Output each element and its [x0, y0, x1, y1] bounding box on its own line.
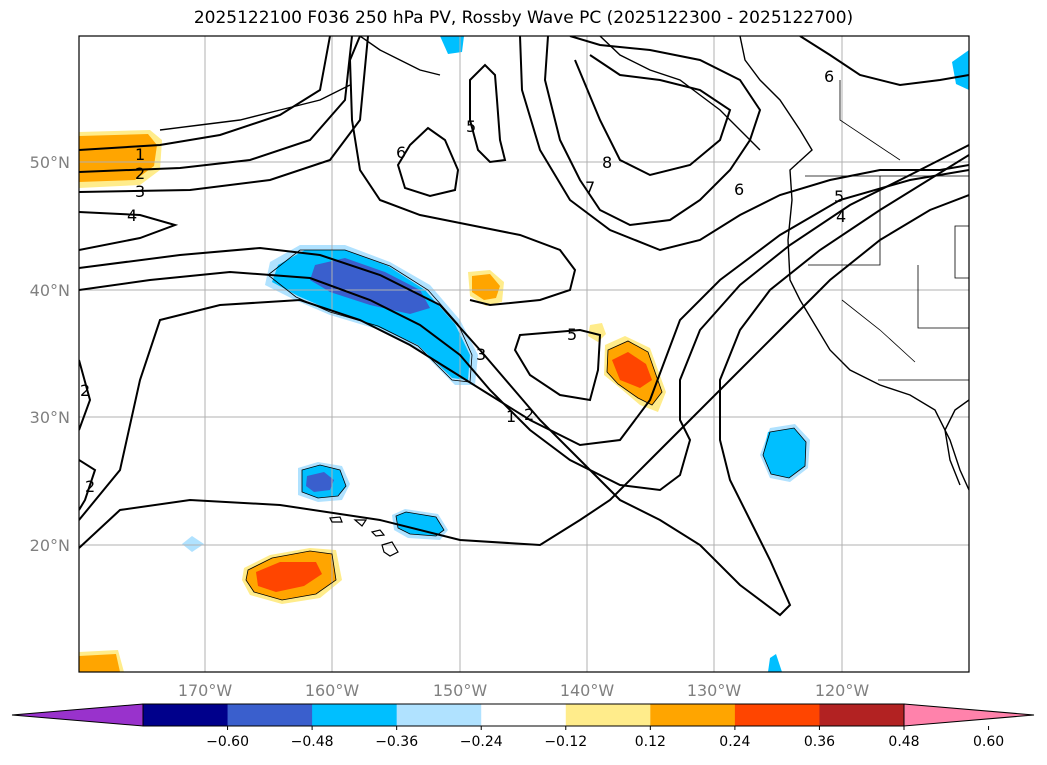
- contour-label-6c: 6: [734, 180, 744, 199]
- coastlines: [159, 36, 969, 491]
- colorbar-segment: [312, 704, 398, 726]
- colorbar-segment: [396, 704, 482, 726]
- hawaiian-islands: [329, 516, 399, 557]
- colorbar-segment: [481, 704, 567, 726]
- colorbar-tick-label: −0.48: [291, 734, 334, 750]
- contour-label-7: 7: [585, 178, 595, 197]
- colorbar-tick-label: 0.24: [719, 734, 750, 750]
- colorbar-segment: [819, 704, 905, 726]
- lat-label-20n: 20°N: [30, 536, 70, 555]
- pv-contours: [79, 36, 969, 617]
- colorbar-tick-label: 0.12: [635, 734, 666, 750]
- lat-label-50n: 50°N: [30, 153, 70, 172]
- longitude-labels: 170°W 160°W 150°W 140°W 130°W 120°W: [178, 681, 870, 700]
- contour-label-3b: 3: [476, 345, 486, 364]
- political-borders: [805, 80, 969, 381]
- colorbar-tick-label: −0.36: [375, 734, 418, 750]
- colorbar-tick-label: 0.48: [888, 734, 919, 750]
- lat-label-30n: 30°N: [30, 408, 70, 427]
- colorbar-segment: [565, 704, 651, 726]
- colorbar-segment: [227, 704, 313, 726]
- lon-label-150w: 150°W: [433, 681, 488, 700]
- lon-label-120w: 120°W: [815, 681, 870, 700]
- colorbar-extend-high: [903, 703, 1035, 727]
- contour-label-1b: 1: [506, 407, 516, 426]
- contour-label-2b: 2: [524, 405, 534, 424]
- colorbar-frame: [142, 703, 905, 727]
- latitude-labels: 50°N 40°N 30°N 20°N: [30, 153, 70, 555]
- colorbar-tick-label: −0.24: [460, 734, 503, 750]
- contour-label-5: 5: [567, 325, 577, 344]
- colorbar: −0.60 −0.48 −0.36 −0.24 −0.12 0.12 0.24 0.36 0.4…: [11, 703, 1035, 750]
- colorbar-segment: [143, 704, 229, 726]
- contour-label-5c: 5: [834, 187, 844, 206]
- lon-label-170w: 170°W: [178, 681, 233, 700]
- colorbar-tick-label: 0.36: [804, 734, 835, 750]
- contour-labels: 1 2 3 4 5 6 7 8 3 1 2 5 6 6 5 4 2 2: [80, 67, 846, 496]
- plot-area: 1 2 3 4 5 6 7 8 3 1 2 5 6 6 5 4 2 2: [79, 36, 969, 672]
- colorbar-tick-label: 0.60: [973, 734, 1004, 750]
- contour-label-4: 4: [127, 206, 137, 225]
- lon-label-140w: 140°W: [560, 681, 615, 700]
- contour-label-8: 8: [602, 153, 612, 172]
- contour-label-6b: 6: [396, 143, 406, 162]
- contour-label-2: 2: [135, 164, 145, 183]
- lat-label-40n: 40°N: [30, 281, 70, 300]
- colorbar-segment: [650, 704, 736, 726]
- map-title: 2025122100 F036 250 hPa PV, Rossby Wave …: [193, 8, 854, 28]
- colorbar-extend-low: [11, 703, 144, 727]
- contour-label-3: 3: [135, 182, 145, 201]
- colorbar-tick-label: −0.60: [206, 734, 249, 750]
- plot-frame: [78, 35, 970, 673]
- colorbar-tick-label: −0.12: [544, 734, 587, 750]
- contour-label-6: 6: [824, 67, 834, 86]
- contour-label-1: 1: [135, 145, 145, 164]
- lon-label-130w: 130°W: [687, 681, 742, 700]
- lon-label-160w: 160°W: [305, 681, 360, 700]
- contour-label-4b: 4: [836, 207, 846, 226]
- contour-label-2d: 2: [80, 381, 90, 400]
- contour-label-5b: 5: [466, 117, 476, 136]
- colorbar-segment: [734, 704, 820, 726]
- contour-label-2c: 2: [85, 477, 95, 496]
